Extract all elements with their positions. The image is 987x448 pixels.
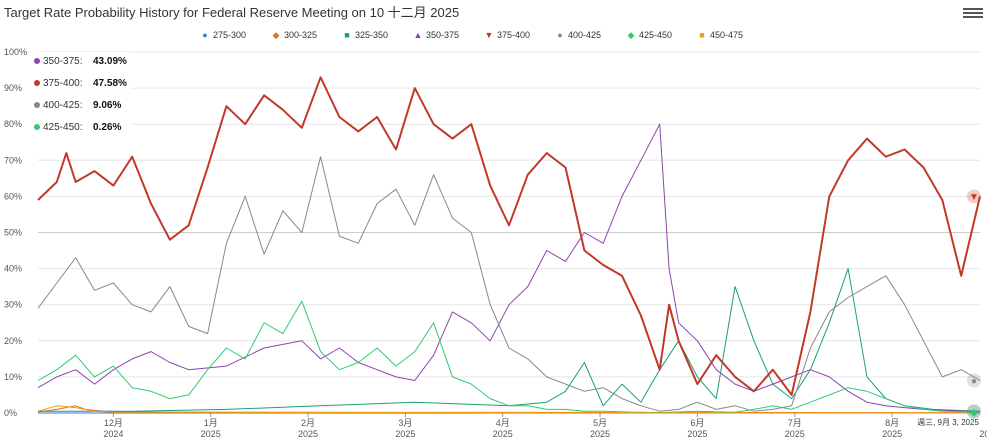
- legend-item-300-325[interactable]: ◆ 300-325: [271, 30, 318, 41]
- x-axis: 12月20241月20252月20253月20254月20255月20256月2…: [103, 413, 987, 439]
- x-tick-month: 5月: [593, 418, 607, 428]
- x-tick-month: 8月: [885, 418, 899, 428]
- y-tick-label: 20%: [4, 336, 22, 346]
- end-halo: [967, 189, 981, 204]
- y-tick-label: 100%: [4, 47, 27, 57]
- y-tick-label: 70%: [4, 155, 22, 165]
- legend: ● 275-300 ◆ 300-325 ■ 325-350 ▲ 350-375 ▼ 375-400…: [200, 30, 820, 44]
- tooltip-box: [32, 52, 132, 130]
- tooltip-dot: [34, 102, 40, 108]
- y-tick-label: 30%: [4, 300, 22, 310]
- series-line-400-425: [37, 156, 981, 412]
- tooltip-label: 400-425:: [43, 100, 82, 111]
- tooltip: 350-375: 43.09% 375-400: 47.58% 400-425: 9.06…: [32, 52, 132, 133]
- y-tick-label: 10%: [4, 372, 22, 382]
- tooltip-dot: [34, 80, 40, 86]
- end-halo: [967, 404, 981, 419]
- x-tick-month: 12月: [104, 418, 123, 428]
- end-marker-375-400: ▼: [969, 192, 979, 203]
- x-tick-year: 2025: [201, 429, 221, 439]
- y-tick-label: 0%: [4, 408, 17, 418]
- legend-item-375-400[interactable]: ▼ 375-400: [484, 30, 531, 40]
- y-tick-label: 50%: [4, 228, 22, 238]
- series-line-325-350: [38, 268, 981, 412]
- legend-label: 450-475: [710, 30, 744, 40]
- legend-item-350-375[interactable]: ▲ 350-375: [413, 30, 460, 40]
- end-halo: [967, 405, 981, 420]
- tooltip-value: 9.06%: [93, 100, 121, 111]
- tooltip-dot: [34, 58, 40, 64]
- x-tick-year: 2024: [103, 429, 123, 439]
- tooltip-dot: [34, 124, 40, 130]
- y-axis: 0% 10% 20% 30% 40% 50% 60% 70% 80% 90% 100%: [4, 47, 27, 418]
- legend-item-325-350[interactable]: ■ 325-350: [342, 30, 388, 40]
- hamburger-icon[interactable]: [963, 6, 983, 22]
- end-marker-425-450: ◆: [970, 408, 978, 419]
- y-tick-label: 60%: [4, 191, 22, 201]
- end-halo: [967, 373, 981, 388]
- x-tick-year: 2025: [590, 429, 610, 439]
- legend-marker-icon: ▲: [413, 30, 423, 40]
- legend-label: 325-350: [355, 30, 389, 40]
- tooltip-label: 350-375:: [43, 56, 82, 67]
- tooltip-value: 0.26%: [93, 122, 121, 133]
- x-tick-month: 3月: [398, 418, 412, 428]
- series-line-300-325: [37, 405, 981, 414]
- y-tick-label: 40%: [4, 264, 22, 274]
- x-tick-year: 2025: [493, 429, 513, 439]
- series-lines: [37, 76, 981, 414]
- series-end-markers: ▲ ▼ ● ◆: [967, 189, 981, 420]
- legend-item-400-425[interactable]: ● 400-425: [555, 30, 601, 40]
- x-tick-month: 4月: [496, 418, 510, 428]
- x-tick-month: 1月: [204, 418, 218, 428]
- legend-marker-icon: ●: [202, 30, 208, 40]
- x-tick-year: 2025: [395, 429, 415, 439]
- x-tick-year: 2025: [785, 429, 805, 439]
- legend-item-450-475[interactable]: ■ 450-475: [697, 30, 743, 40]
- legend-label: 350-375: [426, 30, 460, 40]
- y-tick-label: 90%: [4, 83, 22, 93]
- legend-label: 300-325: [284, 30, 318, 40]
- end-marker-400-425: ●: [971, 376, 977, 387]
- series-line-425-450: [37, 300, 981, 414]
- legend-marker-icon: ◆: [272, 30, 280, 40]
- x-tick-month: 7月: [788, 418, 802, 428]
- date-readout: 週三, 9月 3, 2025: [917, 418, 979, 427]
- tooltip-value: 43.09%: [93, 56, 127, 67]
- legend-marker-icon: ●: [557, 30, 563, 40]
- end-marker-350-375: ▲: [969, 407, 979, 418]
- legend-label: 275-300: [213, 30, 247, 40]
- series-line-350-375: [37, 123, 980, 412]
- tooltip-label: 425-450:: [43, 122, 82, 133]
- y-tick-label: 80%: [4, 119, 22, 129]
- legend-marker-icon: ■: [344, 30, 350, 40]
- series-line-375-400: [37, 76, 981, 396]
- x-tick-month: 6月: [690, 418, 704, 428]
- x-tick-year: 2025: [687, 429, 707, 439]
- legend-marker-icon: ◆: [627, 30, 635, 40]
- tooltip-label: 375-400:: [43, 78, 82, 89]
- legend-label: 400-425: [568, 30, 602, 40]
- x-tick-year: 2025: [882, 429, 902, 439]
- legend-marker-icon: ■: [699, 30, 705, 40]
- x-tick-year: 2025: [979, 429, 987, 439]
- series-line-450-475: [37, 405, 981, 414]
- tooltip-value: 47.58%: [93, 78, 127, 89]
- chart-title: Target Rate Probability History for Fede…: [4, 5, 460, 20]
- legend-marker-icon: ▼: [484, 30, 494, 40]
- legend-item-275-300[interactable]: ● 275-300: [200, 30, 246, 40]
- legend-item-425-450[interactable]: ◆ 425-450: [626, 30, 673, 41]
- x-tick-month: 2月: [301, 418, 315, 428]
- x-tick-year: 2025: [298, 429, 318, 439]
- legend-label: 375-400: [497, 30, 531, 40]
- legend-label: 425-450: [639, 30, 673, 40]
